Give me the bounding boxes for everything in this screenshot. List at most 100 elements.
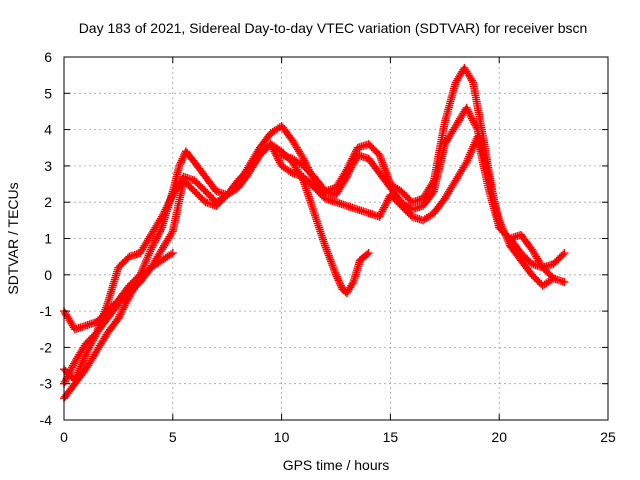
data-point-fill [178, 154, 187, 163]
data-point-fill [376, 154, 385, 163]
data-point-fill [377, 209, 386, 218]
data-point-fill [179, 152, 188, 161]
x-axis-label: GPS time / hours [283, 457, 390, 473]
data-point-fill [121, 299, 130, 308]
data-point-fill [68, 363, 77, 372]
data-point-fill [275, 158, 284, 167]
data-point-fill [500, 228, 509, 237]
data-point-fill [558, 250, 567, 259]
data-point-fill [465, 109, 474, 118]
data-point-fill [273, 152, 282, 161]
data-point-fill [141, 259, 150, 268]
data-point-fill [336, 281, 345, 290]
chart-title: Day 183 of 2021, Sidereal Day-to-day VTE… [79, 20, 588, 36]
data-point-fill [333, 274, 342, 283]
data-point-fill [347, 163, 356, 172]
data-point-fill [160, 207, 169, 216]
y-tick-label: -1 [40, 303, 53, 319]
data-point-fill [119, 303, 128, 312]
data-point [364, 249, 373, 258]
data-point-fill [102, 301, 111, 310]
data-point-fill [379, 160, 388, 169]
data-point-fill [504, 237, 513, 246]
y-tick-label: -2 [40, 339, 53, 355]
x-tick-label: 25 [600, 429, 616, 445]
data-point-fill [61, 376, 70, 385]
data-point [114, 314, 123, 323]
data-point-fill [166, 250, 175, 259]
data-point-fill [335, 278, 344, 287]
data-point-fill [274, 156, 283, 165]
data-point-fill [142, 255, 151, 264]
data-point [157, 212, 166, 221]
data-point-fill [163, 201, 172, 210]
data-point-fill [468, 116, 477, 125]
y-axis-label: SDTVAR / TECUs [5, 182, 21, 294]
x-tick-label: 20 [491, 429, 507, 445]
data-point-fill [468, 76, 476, 85]
x-tick-label: 0 [60, 429, 68, 445]
data-point-fill [501, 231, 510, 240]
data-point-fill [271, 149, 280, 158]
data-point-fill [363, 250, 372, 259]
data-point-fill [498, 224, 507, 233]
data-point-fill [161, 205, 170, 214]
data-point-fill [116, 310, 125, 319]
data-point-fill [472, 123, 481, 132]
data-point-fill [469, 142, 478, 151]
data-point [560, 278, 569, 287]
data-point-fill [383, 196, 392, 205]
y-tick-label: 5 [44, 85, 52, 101]
data-point-fill [465, 152, 474, 161]
data-point-fill [331, 268, 340, 277]
data-point-fill [496, 220, 505, 229]
data-point-fill [382, 198, 391, 207]
data-point-fill [502, 233, 511, 242]
data-point [332, 270, 340, 279]
data-point-fill [167, 229, 176, 238]
data-point-fill [60, 377, 69, 386]
data-point-fill [381, 166, 390, 175]
data-point-fill [117, 308, 126, 317]
data-point [549, 274, 558, 283]
data-point-fill [150, 238, 159, 247]
data-point-fill [153, 232, 162, 241]
data-point-fill [63, 372, 72, 381]
data-point [175, 161, 184, 170]
data-point-fill [466, 148, 475, 157]
data-point-fill [286, 167, 295, 176]
data-point-fill [77, 360, 86, 369]
data-point-fill [497, 222, 506, 231]
data-point-fill [64, 370, 73, 379]
data-point [375, 151, 384, 160]
data-point-fill [166, 194, 175, 203]
data-point-fill [379, 162, 388, 171]
data-point-fill [469, 118, 478, 127]
data-point-fill [345, 167, 354, 176]
data-point-fill [75, 364, 84, 373]
data-point-fill [267, 141, 276, 150]
data-point-fill [464, 154, 473, 163]
data-point [342, 172, 351, 181]
data-point-fill [380, 201, 389, 210]
data-point-fill [164, 200, 173, 209]
data-point-fill [499, 226, 508, 235]
data-point-fill [467, 146, 476, 155]
data-point-fill [467, 112, 476, 121]
data-point-fill [80, 354, 89, 363]
data-point [495, 216, 504, 225]
data-point-fill [120, 301, 129, 310]
data-point-fill [79, 356, 88, 365]
data-point-fill [378, 158, 387, 167]
y-tick-label: 1 [44, 231, 52, 247]
data-point-fill [351, 147, 360, 156]
data-point-fill [67, 365, 76, 374]
y-tick-label: 2 [44, 194, 52, 210]
data-point-fill [325, 253, 334, 262]
y-tick-label: 6 [44, 49, 52, 65]
data-point-fill [300, 156, 309, 165]
data-point-fill [158, 210, 167, 219]
data-point-fill [177, 156, 186, 165]
data-point-fill [322, 245, 331, 254]
data-point-fill [65, 368, 74, 377]
